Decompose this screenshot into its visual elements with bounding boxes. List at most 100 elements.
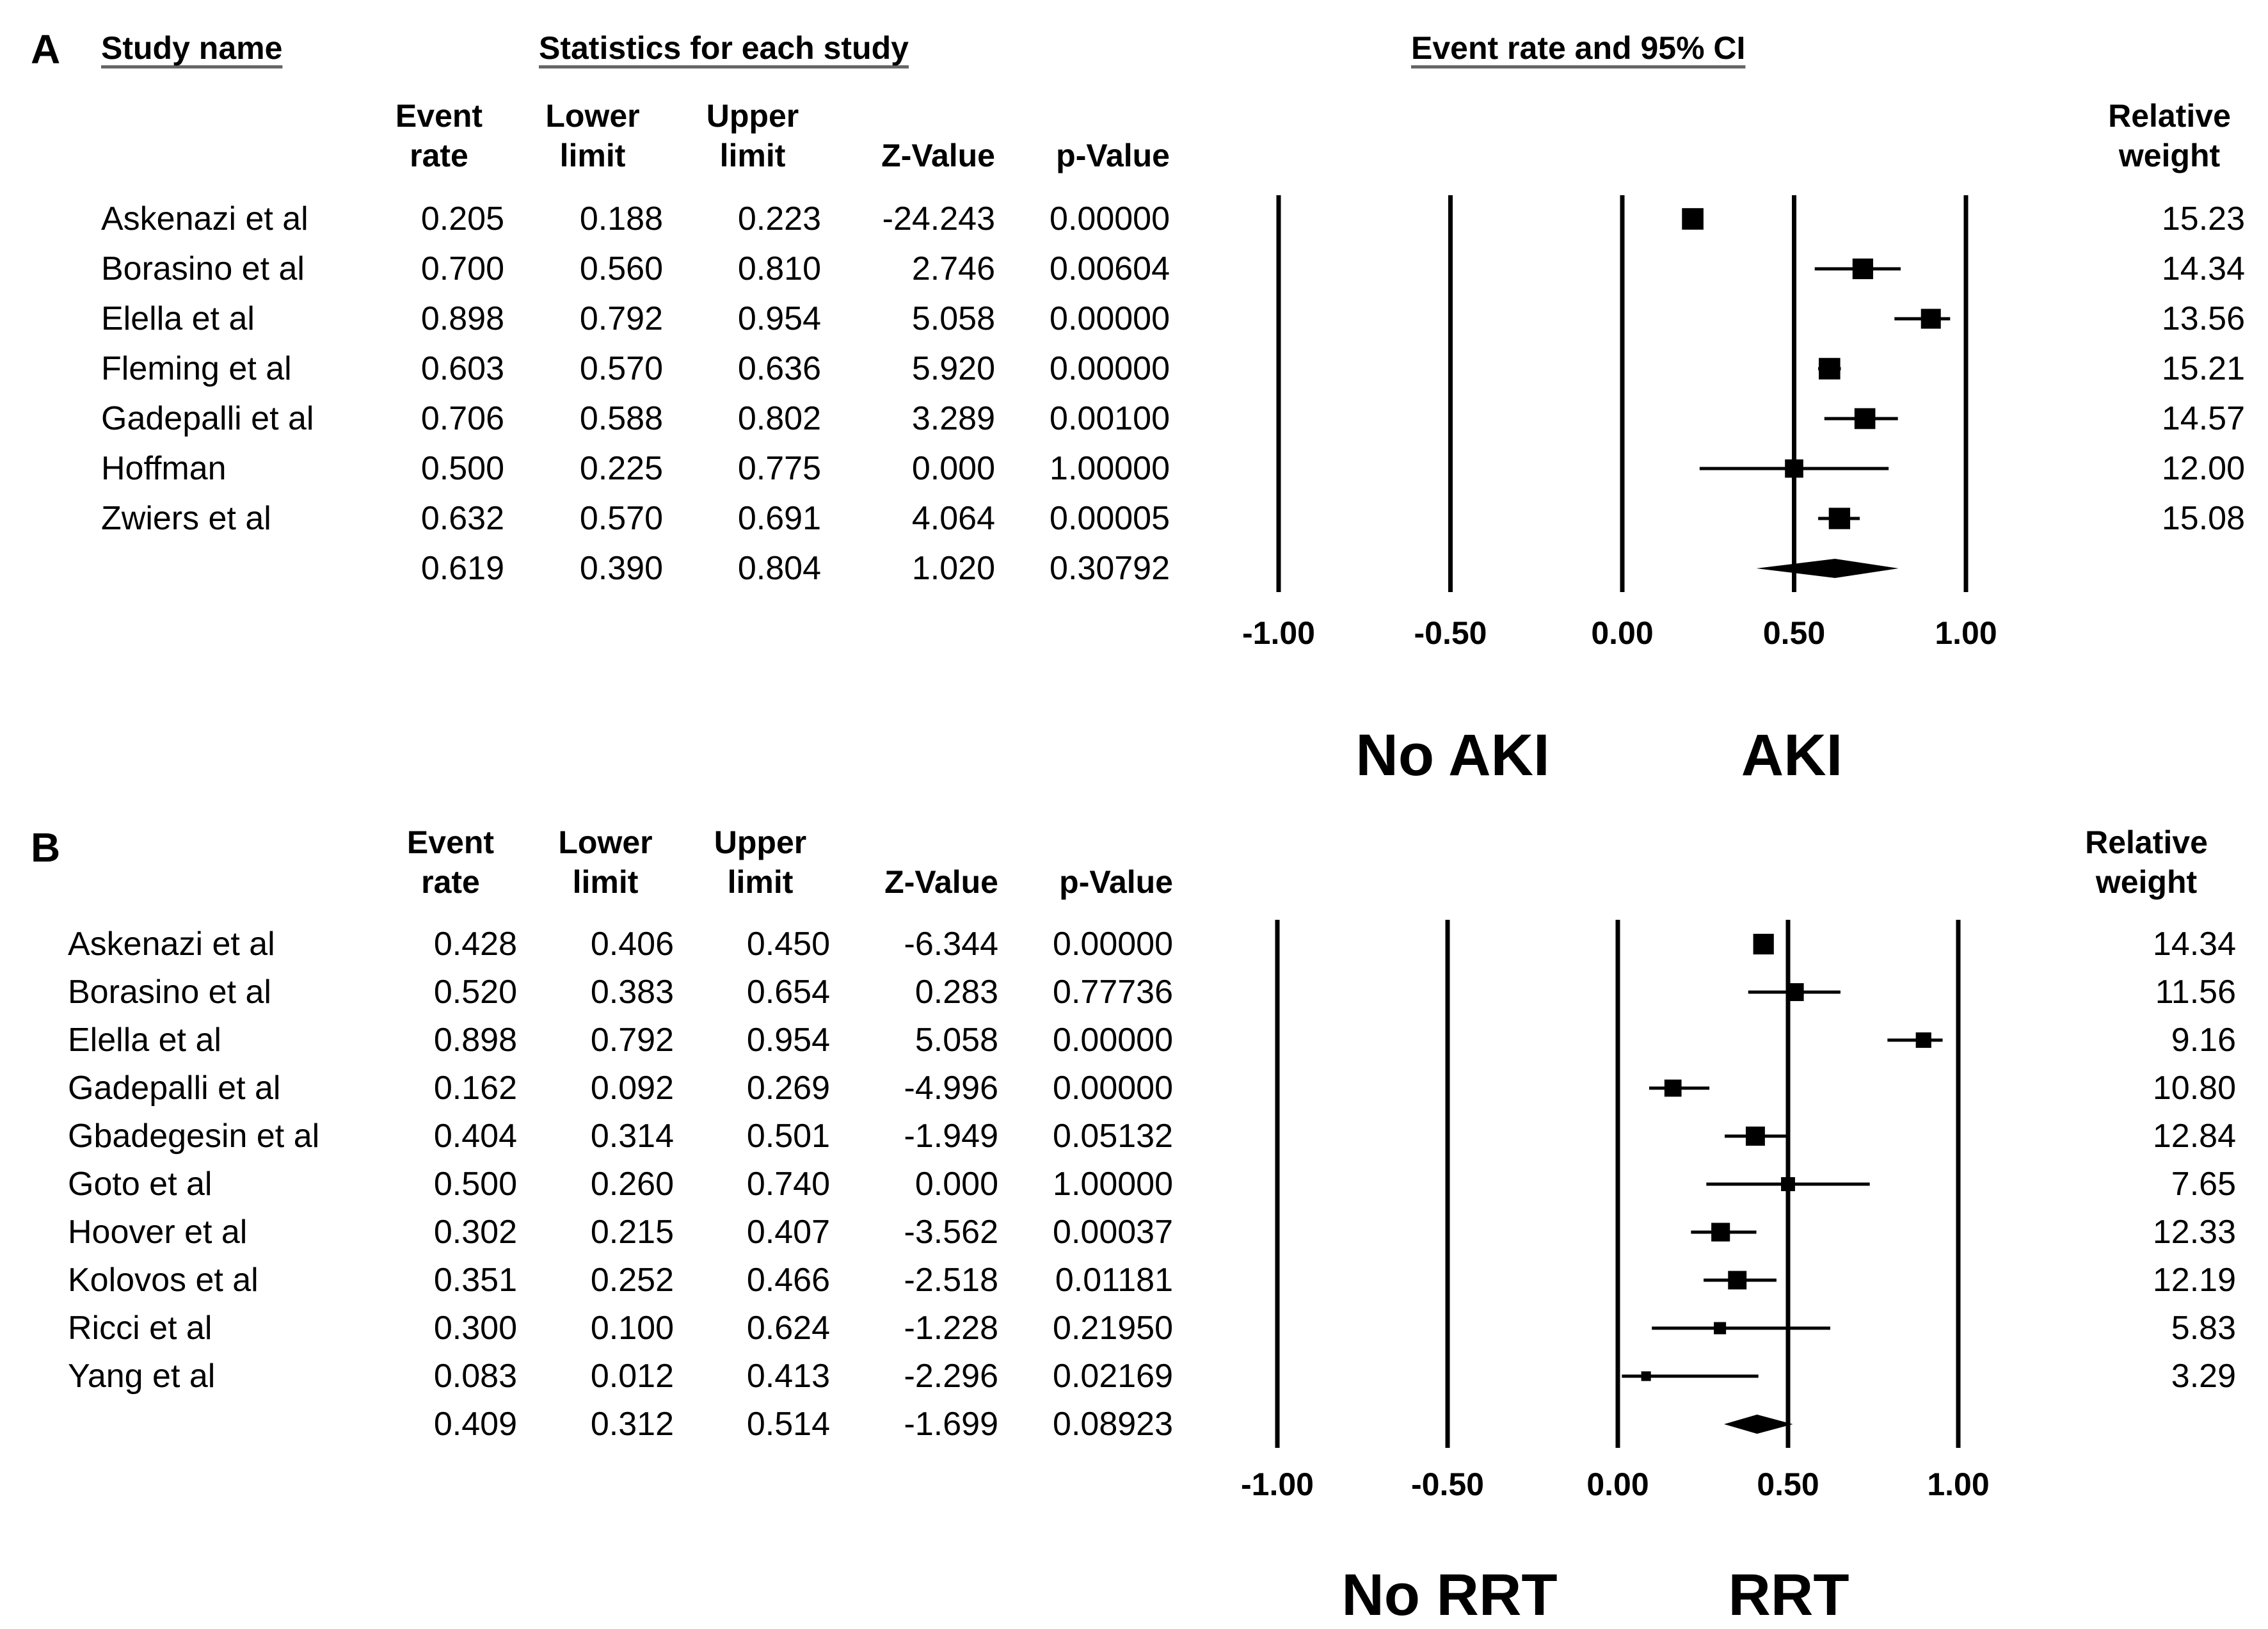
panel-b-row-4-name: Gbadegesin et al	[68, 1118, 320, 1155]
panel-b-row-1-col-1: 0.383	[590, 974, 674, 1011]
panel-b-row-8-marker	[1714, 1322, 1727, 1335]
panel-b-row-3-col-4: 0.00000	[1053, 1070, 1173, 1107]
panel-b-row-9-name: Yang et al	[68, 1358, 216, 1395]
panel-a-row-3-col-3: 5.920	[911, 350, 995, 387]
panel-a-tick-3: 0.50	[1762, 615, 1826, 651]
panel-b-direction-left: No RRT	[1341, 1562, 1558, 1628]
panel-a-row-0-col-4: 0.00000	[1050, 200, 1170, 237]
panel-b-row-5-col-3: 0.000	[914, 1166, 998, 1203]
panel-a-row-2-col-4: 0.00000	[1050, 300, 1170, 337]
panel-a-row-1-name: Borasino et al	[101, 250, 305, 287]
panel-b-row-1-col-3: 0.283	[914, 974, 998, 1011]
panel-a-row-1-weight: 14.34	[2161, 250, 2245, 287]
panel-b-summary-col-1: 0.312	[590, 1406, 674, 1443]
panel-b-row-3-name: Gadepalli et al	[68, 1070, 281, 1107]
panel-a-row-1-col-0: 0.700	[420, 250, 504, 287]
panel-b-col-header-2: Upper limit	[714, 824, 807, 900]
panel-b-row-2-marker	[1915, 1032, 1931, 1048]
panel-b-row-7-col-2: 0.466	[746, 1262, 830, 1299]
panel-b-row-5-weight: 7.65	[2171, 1166, 2236, 1203]
panel-b-row-1-col-2: 0.654	[746, 974, 830, 1011]
panel-a-col-header-2: Upper limit	[706, 98, 799, 173]
panel-a-row-3-col-2: 0.636	[737, 350, 821, 387]
panel-b-row-8-weight: 5.83	[2171, 1310, 2236, 1347]
panel-a-row-4-col-2: 0.802	[737, 400, 821, 437]
panel-b-row-7-weight: 12.19	[2152, 1262, 2236, 1299]
panel-b-tick-4: 1.00	[1927, 1466, 1990, 1502]
panel-a-row-5-weight: 12.00	[2161, 450, 2245, 487]
panel-a-row-6-weight: 15.08	[2161, 500, 2245, 537]
panel-b-row-0-col-2: 0.450	[746, 926, 830, 963]
panel-b-row-0-col-3: -6.344	[904, 926, 998, 963]
panel-b-row-5-name: Goto et al	[68, 1166, 212, 1203]
panel-b-row-1-col-4: 0.77736	[1053, 974, 1173, 1011]
panel-a-weight-header: Relative weight	[2108, 98, 2231, 173]
panel-b-row-7-col-3: -2.518	[904, 1262, 998, 1299]
panel-b-row-1-marker	[1785, 983, 1804, 1001]
panel-b-col-header-3: Z-Value	[884, 864, 998, 900]
panel-a-row-0-col-1: 0.188	[579, 200, 663, 237]
panel-b-row-7-col-1: 0.252	[590, 1262, 674, 1299]
panel-b-row-5-col-2: 0.740	[746, 1166, 830, 1203]
panel-a-row-3-name: Fleming et al	[101, 350, 292, 387]
panel-b-row-1-weight: 11.56	[2155, 974, 2236, 1011]
panel-a-row-5-col-3: 0.000	[911, 450, 995, 487]
panel-b-row-7-col-0: 0.351	[433, 1262, 517, 1299]
panel-b-direction-right: RRT	[1728, 1562, 1849, 1628]
panel-a-row-4-marker	[1854, 408, 1876, 429]
panel-a-summary-col-4: 0.30792	[1050, 550, 1170, 587]
panel-b-row-4-col-1: 0.314	[590, 1118, 674, 1155]
panel-a-row-4-col-1: 0.588	[579, 400, 663, 437]
panel-a-row-5-col-0: 0.500	[420, 450, 504, 487]
panel-a-col-header-3: Z-Value	[881, 138, 995, 173]
panel-b-row-6-weight: 12.33	[2152, 1214, 2236, 1251]
panel-a-row-2-col-3: 5.058	[911, 300, 995, 337]
panel-a-row-0-weight: 15.23	[2161, 200, 2245, 237]
panel-a-row-2-name: Elella et al	[101, 300, 255, 337]
panel-b-row-3-marker	[1664, 1079, 1682, 1097]
panel-a-row-2-marker	[1921, 309, 1941, 329]
panel-a-row-0-col-3: -24.243	[882, 200, 995, 237]
panel-a-direction-left: No AKI	[1355, 723, 1550, 788]
panel-a-row-0-col-2: 0.223	[737, 200, 821, 237]
panel-a-row-6-col-2: 0.691	[737, 500, 821, 537]
panel-b-row-2-col-3: 5.058	[914, 1022, 998, 1059]
panel-b-row-4-col-0: 0.404	[433, 1118, 517, 1155]
panel-b-row-8-col-0: 0.300	[433, 1310, 517, 1347]
panel-b-row-9-col-1: 0.012	[590, 1358, 674, 1395]
panel-a-row-5-col-1: 0.225	[579, 450, 663, 487]
panel-a-row-1-col-3: 2.746	[911, 250, 995, 287]
panel-a-row-2-weight: 13.56	[2161, 300, 2245, 337]
panel-a-row-0-marker	[1682, 208, 1704, 230]
panel-b-row-0-col-1: 0.406	[590, 926, 674, 963]
panel-b-row-4-col-2: 0.501	[746, 1118, 830, 1155]
panel-b-row-4-col-3: -1.949	[904, 1118, 998, 1155]
panel-a-row-4-col-4: 0.00100	[1050, 400, 1170, 437]
panel-a-row-2-col-2: 0.954	[737, 300, 821, 337]
panel-b-row-2-weight: 9.16	[2171, 1022, 2236, 1059]
panel-a-row-4-name: Gadepalli et al	[101, 400, 314, 437]
panel-b-row-5-col-0: 0.500	[433, 1166, 517, 1203]
panel-b-row-5-col-1: 0.260	[590, 1166, 674, 1203]
panel-b-row-9-col-3: -2.296	[904, 1358, 998, 1395]
panel-a-row-3-col-4: 0.00000	[1050, 350, 1170, 387]
panel-b-row-3-col-3: -4.996	[904, 1070, 998, 1107]
panel-b-row-2-name: Elella et al	[68, 1022, 221, 1059]
panel-a-tick-1: -0.50	[1414, 615, 1487, 651]
panel-b-row-7-name: Kolovos et al	[68, 1262, 259, 1299]
panel-b-summary-col-2: 0.514	[746, 1406, 830, 1443]
panel-a-summary-col-0: 0.619	[420, 550, 504, 587]
panel-b-summary-col-0: 0.409	[433, 1406, 517, 1443]
panel-b-row-8-col-2: 0.624	[746, 1310, 830, 1347]
panel-b-col-header-4: p-Value	[1059, 864, 1173, 900]
panel-b-row-0-marker	[1753, 933, 1774, 955]
panel-a-row-0-col-0: 0.205	[420, 200, 504, 237]
panel-a-row-3-marker	[1819, 358, 1841, 380]
panel-b-row-0-weight: 14.34	[2152, 926, 2236, 963]
panel-a-row-2-col-1: 0.792	[579, 300, 663, 337]
panel-b-row-8-col-1: 0.100	[590, 1310, 674, 1347]
panel-b-row-6-col-3: -3.562	[904, 1214, 998, 1251]
panel-b-row-8-name: Ricci et al	[68, 1310, 212, 1347]
panel-a-row-3-weight: 15.21	[2161, 350, 2245, 387]
panel-a-row-1-col-4: 0.00604	[1050, 250, 1170, 287]
